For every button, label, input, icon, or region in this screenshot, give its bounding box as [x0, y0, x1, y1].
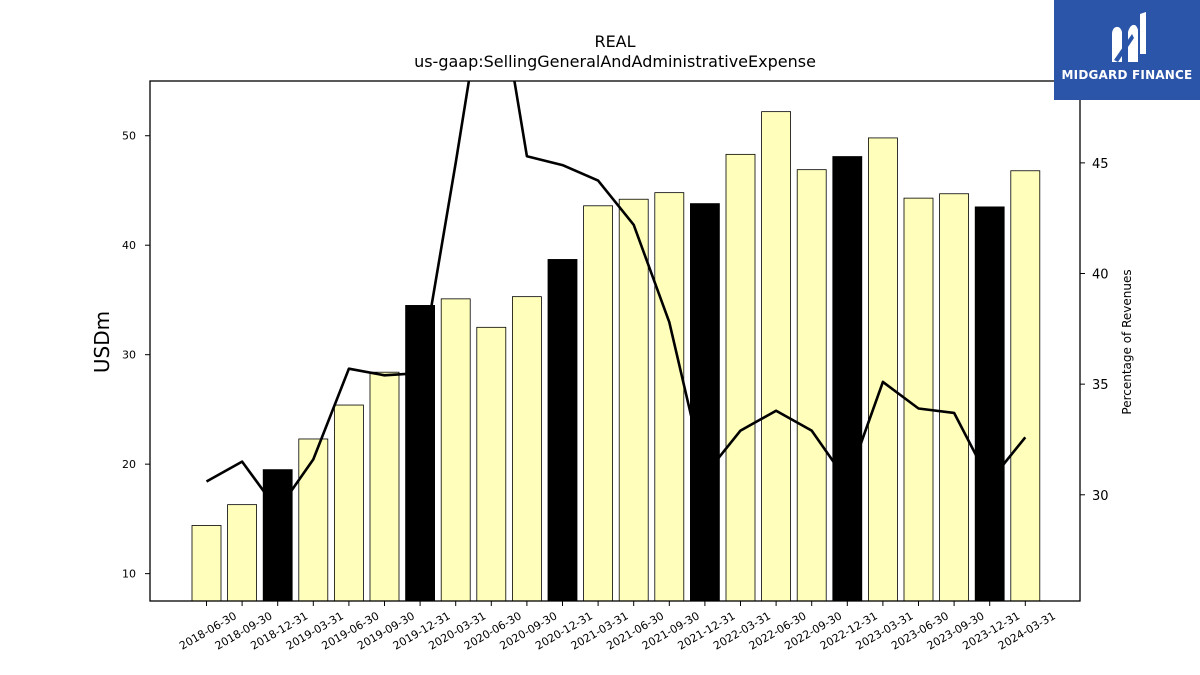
y2-tick-label: 35: [1092, 378, 1109, 393]
bar: [298, 438, 329, 602]
line-series: [205, 81, 1027, 512]
plot-frame: [149, 80, 1081, 602]
bar: [618, 198, 649, 602]
logo-mark-icon: [1112, 12, 1146, 62]
bar-series: [191, 111, 1041, 602]
bar: [583, 205, 613, 602]
bar: [547, 259, 578, 602]
chart-subtitle: us-gaap:SellingGeneralAndAdministrativeE…: [414, 52, 816, 71]
bar: [440, 298, 471, 602]
bar: [405, 305, 436, 602]
bar: [369, 371, 400, 602]
bar: [939, 193, 969, 602]
bar: [903, 197, 934, 602]
bar: [832, 156, 863, 602]
y-tick-label: 40: [122, 239, 136, 252]
chart-title: REAL: [594, 32, 636, 51]
bar: [227, 504, 258, 602]
bar: [725, 153, 756, 602]
bar: [512, 296, 542, 602]
brand-logo: MIDGARD FINANCE: [1054, 0, 1200, 100]
bar: [761, 111, 791, 602]
y-tick-label: 10: [122, 568, 136, 581]
brand-name: MIDGARD FINANCE: [1061, 68, 1193, 82]
x-axis: 2018-06-302018-09-302018-12-312019-03-31…: [177, 601, 1058, 653]
y-axis-label: USDm: [90, 311, 114, 373]
bar: [262, 469, 293, 602]
bar: [476, 326, 507, 602]
y-tick-label: 20: [122, 458, 136, 471]
bar: [191, 525, 222, 602]
bar: [1010, 170, 1041, 602]
right-axis: 30 35 40 45: [1080, 157, 1109, 504]
y-tick-label: 50: [122, 130, 136, 143]
percentage-line: [205, 81, 1027, 512]
y2-tick-label: 40: [1092, 268, 1109, 283]
y2-tick-label: 45: [1092, 157, 1109, 172]
y2-axis-label: Percentage of Revenues: [1120, 269, 1134, 414]
y-tick-label: 30: [122, 349, 136, 362]
left-axis: 10 20 30 40 50: [122, 130, 150, 581]
bar: [796, 169, 827, 602]
bar: [974, 206, 1005, 602]
bar: [654, 192, 685, 602]
bar: [868, 137, 898, 602]
bar: [333, 404, 364, 602]
bar: [690, 203, 720, 602]
y2-tick-label: 30: [1092, 489, 1109, 504]
